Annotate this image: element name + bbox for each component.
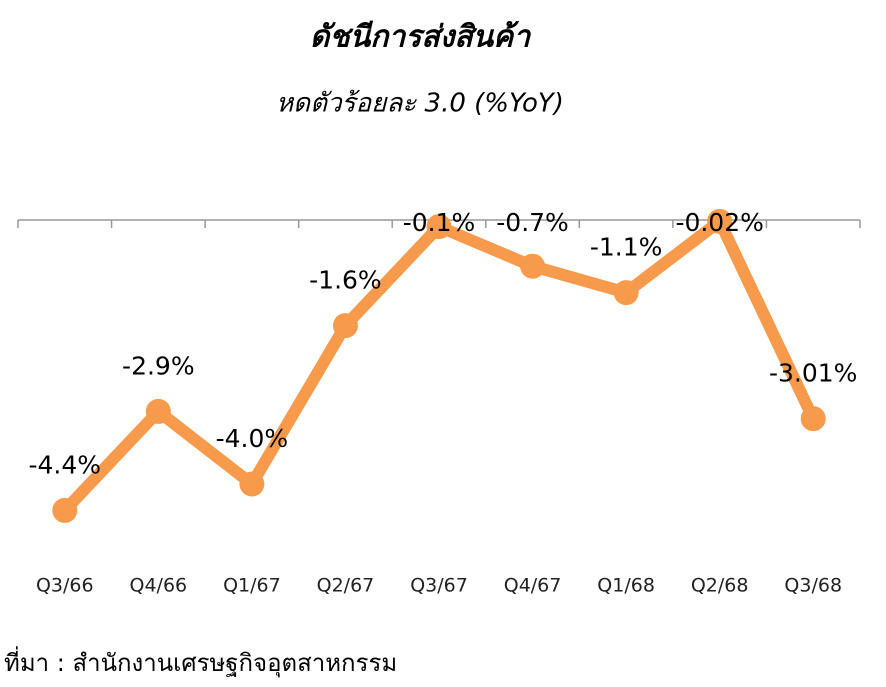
chart-title: ดัชนีการส่งสินค้า	[310, 20, 531, 55]
value-label: -0.7%	[496, 208, 569, 237]
point	[145, 398, 171, 424]
value-label: -0.1%	[403, 208, 476, 237]
x-tick-label: Q1/68	[597, 575, 655, 597]
value-label: -2.9%	[122, 351, 195, 380]
point	[800, 406, 826, 432]
value-label: -4.4%	[29, 450, 102, 479]
value-label: -3.01%	[769, 359, 857, 388]
x-tick-label: Q1/67	[223, 575, 281, 597]
point	[239, 471, 265, 497]
point	[426, 214, 452, 240]
source-note: ที่มา : สำนักงานเศรษฐกิจอุตสาหกรรม	[4, 646, 397, 678]
x-tick-label: Q2/67	[317, 575, 375, 597]
value-label: -1.1%	[590, 233, 663, 262]
x-tick-label: Q2/68	[691, 575, 749, 597]
x-tick-label: Q4/66	[130, 575, 188, 597]
x-tick-label: Q3/67	[410, 575, 468, 597]
x-tick-label: Q3/66	[36, 575, 94, 597]
x-tick-label: Q4/67	[504, 575, 562, 597]
point	[52, 497, 78, 523]
value-label: -1.6%	[309, 266, 382, 295]
point	[520, 253, 546, 279]
value-label: -4.0%	[216, 424, 289, 453]
x-tick-label: Q3/68	[784, 575, 842, 597]
point	[707, 208, 733, 234]
chart-subtitle: หดตัวร้อยละ 3.0 (%YoY)	[276, 89, 564, 119]
point	[613, 280, 639, 306]
value-label: -0.02%	[675, 208, 763, 237]
point	[332, 313, 358, 339]
